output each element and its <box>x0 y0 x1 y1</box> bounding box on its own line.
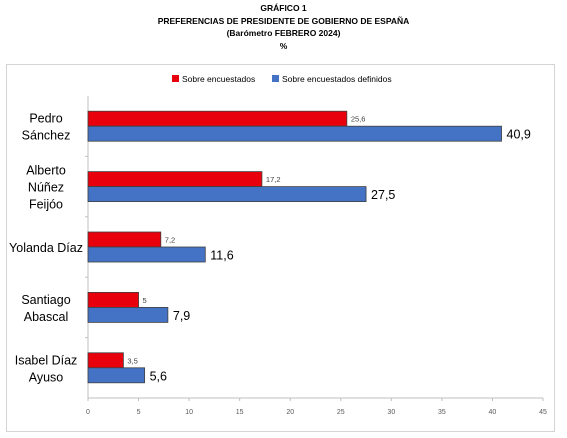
data-label-series-1: 7,2 <box>165 236 175 245</box>
chart-frame <box>6 64 555 432</box>
x-tick-label: 15 <box>236 409 244 416</box>
x-tick-label: 25 <box>337 409 345 416</box>
category-label: Abascal <box>24 310 68 324</box>
category-label: Sánchez <box>22 129 71 143</box>
category-label: Yolanda Díaz <box>9 241 83 255</box>
x-tick-label: 20 <box>286 409 294 416</box>
bar-series-2 <box>87 306 169 323</box>
x-tick-label: 30 <box>387 409 395 416</box>
legend-swatch-series-1 <box>172 75 179 82</box>
data-label-series-2: 7,9 <box>173 309 190 323</box>
data-label-series-1: 25,6 <box>351 115 366 124</box>
chart-title: PREFERENCIAS DE PRESIDENTE DE GOBIERNO D… <box>157 15 410 26</box>
category-label: Feijóo <box>29 198 63 212</box>
data-label-series-2: 11,6 <box>210 249 233 263</box>
category-label: Isabel Díaz <box>15 353 78 367</box>
chart-unit: % <box>279 40 288 51</box>
x-tick-label: 40 <box>489 409 497 416</box>
bar-series-2 <box>87 125 502 142</box>
data-label-series-1: 5 <box>143 296 147 305</box>
x-tick-label: 0 <box>86 409 90 416</box>
legend-label-series-1: Sobre encuestados <box>182 74 255 84</box>
data-label-series-2: 40,9 <box>507 128 531 142</box>
category-label: Alberto <box>26 164 66 178</box>
bar-series-2 <box>87 246 206 263</box>
x-tick-label: 10 <box>185 409 193 416</box>
category-label: Núñez <box>28 181 64 195</box>
bar-series-1 <box>87 291 139 308</box>
bar-series-1 <box>87 171 263 188</box>
x-tick-label: 5 <box>137 409 141 416</box>
data-label-series-1: 17,2 <box>266 175 281 184</box>
category-label: Pedro <box>29 112 62 126</box>
bar-series-2 <box>87 186 367 203</box>
bar-series-1 <box>87 110 348 127</box>
chart-figure-number: GRÁFICO 1 <box>260 3 307 13</box>
x-tick-label: 35 <box>438 409 446 416</box>
bar-series-1 <box>87 231 162 248</box>
category-label: Santiago <box>21 293 70 307</box>
x-tick-label: 45 <box>539 409 547 416</box>
legend-swatch-series-2 <box>272 75 279 82</box>
bar-series-2 <box>87 367 146 384</box>
data-label-series-2: 27,5 <box>371 188 395 202</box>
category-label: Ayuso <box>29 370 64 384</box>
chart-subtitle: (Barómetro FEBRERO 2024) <box>226 28 341 38</box>
data-label-series-2: 5,6 <box>150 369 167 383</box>
legend-label-series-2: Sobre encuestados definidos <box>282 74 392 84</box>
chart-title-block: GRÁFICO 1 PREFERENCIAS DE PRESIDENTE DE … <box>0 2 567 52</box>
data-label-series-1: 3,5 <box>127 356 137 365</box>
bar-series-1 <box>87 352 124 369</box>
